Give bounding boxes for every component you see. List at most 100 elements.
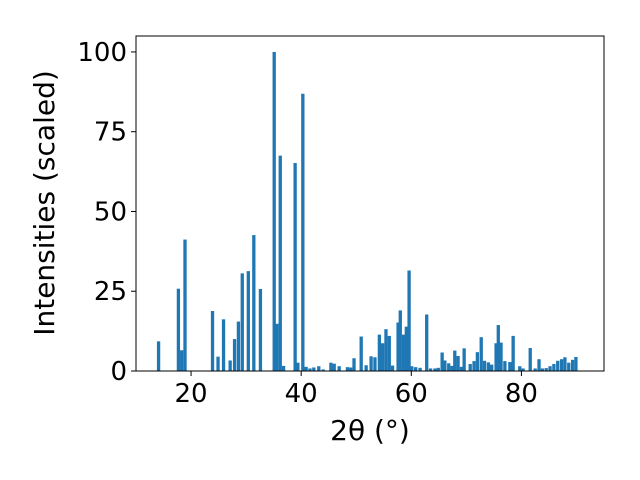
- x-tick-label: 80: [505, 379, 538, 409]
- bar: [369, 356, 373, 371]
- bar: [440, 352, 444, 371]
- bar: [472, 361, 476, 371]
- bar: [275, 323, 279, 371]
- bar: [490, 364, 494, 371]
- bar: [210, 311, 215, 371]
- bar: [387, 335, 391, 371]
- plot-frame: [135, 35, 605, 372]
- bar: [462, 348, 466, 371]
- bar: [364, 365, 368, 371]
- bar: [447, 363, 451, 371]
- bar: [398, 310, 402, 371]
- x-tick-label: 20: [175, 379, 208, 409]
- y-tick-label: 100: [77, 38, 127, 68]
- bar: [436, 367, 440, 371]
- bar: [537, 359, 541, 371]
- y-tick-label: 50: [94, 197, 127, 227]
- bar: [258, 289, 263, 371]
- bar: [156, 341, 161, 371]
- bar: [494, 343, 498, 371]
- bar: [240, 273, 244, 371]
- bar: [373, 357, 377, 371]
- y-tick-label: 25: [94, 277, 127, 307]
- bar: [508, 362, 512, 371]
- bar: [329, 362, 333, 371]
- bar-series: [156, 51, 578, 371]
- bar: [308, 368, 312, 371]
- bar: [304, 366, 308, 371]
- bar: [570, 359, 575, 371]
- bar: [503, 361, 507, 371]
- y-axis-label: Intensities (scaled): [28, 70, 61, 336]
- bar: [390, 365, 395, 371]
- bar: [180, 350, 184, 371]
- bar: [396, 322, 400, 371]
- bar: [479, 337, 483, 371]
- bar: [425, 314, 429, 371]
- bar: [521, 368, 525, 371]
- bar: [272, 51, 276, 371]
- bar: [552, 363, 556, 371]
- bar: [410, 366, 414, 371]
- bar: [228, 360, 232, 371]
- y-tick-label: 75: [94, 118, 127, 148]
- bar: [278, 155, 282, 371]
- bar: [337, 366, 341, 371]
- bar: [518, 366, 522, 371]
- y-tick-label: 0: [110, 357, 127, 387]
- bar: [377, 334, 382, 371]
- bar: [176, 288, 181, 371]
- bar: [563, 357, 567, 371]
- bar: [384, 329, 388, 371]
- bar: [321, 369, 325, 371]
- bar: [456, 356, 460, 371]
- plot-area: [136, 36, 604, 371]
- bar: [293, 162, 297, 371]
- bar: [312, 367, 316, 371]
- bar: [345, 367, 350, 371]
- bar: [482, 360, 487, 371]
- bar: [301, 93, 305, 371]
- bar: [511, 335, 515, 371]
- bar: [407, 270, 411, 371]
- bar: [567, 362, 571, 371]
- bar: [540, 368, 544, 371]
- bar: [317, 366, 321, 371]
- bar: [404, 326, 408, 371]
- bar: [556, 360, 560, 371]
- bar: [281, 365, 286, 371]
- bar: [433, 368, 437, 371]
- bar: [443, 360, 447, 371]
- bar: [496, 325, 500, 371]
- y-axis-ticks: 0 25 50 75 100: [77, 38, 136, 387]
- bar: [381, 343, 385, 371]
- bar: [468, 363, 472, 371]
- bar: [246, 271, 250, 371]
- bar: [359, 336, 363, 371]
- bar: [544, 368, 548, 371]
- bar: [349, 367, 353, 371]
- bar: [528, 348, 532, 371]
- bar: [559, 359, 564, 371]
- x-tick-label: 60: [395, 379, 428, 409]
- x-axis-ticks: 20 40 60 80: [175, 371, 538, 409]
- bar: [232, 339, 237, 371]
- bar: [332, 363, 336, 371]
- bar: [533, 368, 537, 371]
- bar: [183, 239, 187, 371]
- bar: [574, 356, 578, 371]
- bar: [221, 319, 226, 371]
- x-axis-label: 2θ (°): [330, 414, 410, 447]
- bar: [486, 362, 491, 371]
- bar: [401, 334, 406, 371]
- bar: [499, 342, 503, 371]
- bar: [450, 365, 454, 371]
- bar: [296, 362, 300, 371]
- bar: [236, 321, 241, 371]
- bar: [216, 356, 220, 371]
- bar: [475, 352, 480, 371]
- bar: [252, 235, 256, 371]
- bar: [418, 367, 422, 371]
- x-tick-label: 40: [285, 379, 318, 409]
